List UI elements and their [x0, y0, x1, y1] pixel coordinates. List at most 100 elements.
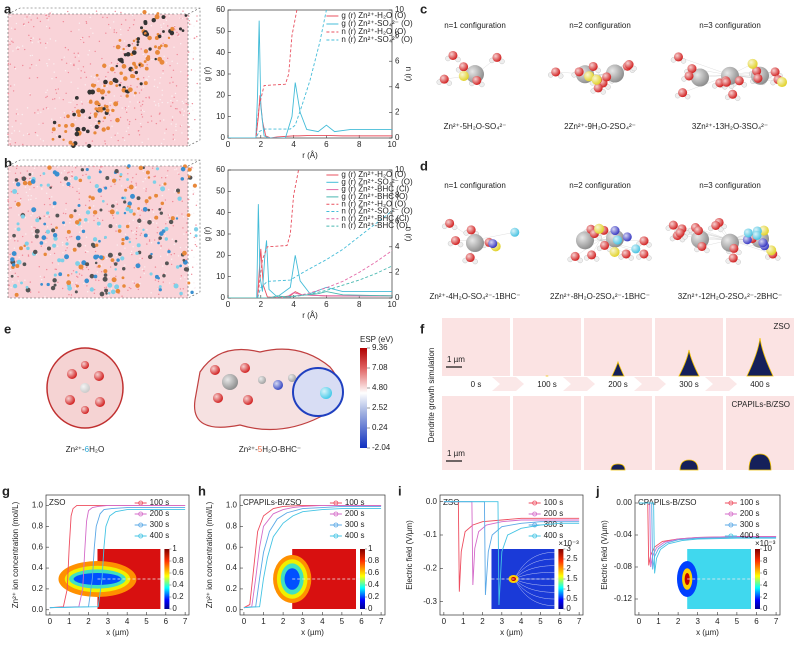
water [9, 141, 11, 144]
hydrogen [600, 89, 606, 95]
water [115, 254, 118, 257]
ion [154, 274, 159, 279]
colorbar [360, 348, 367, 448]
water [41, 187, 43, 190]
water [153, 239, 156, 241]
ion [179, 291, 183, 296]
legend-label: 300 s [345, 520, 365, 529]
water [111, 64, 113, 66]
water [18, 46, 20, 49]
y-tick-label: -0.04 [614, 530, 633, 539]
ion [182, 250, 187, 256]
water [171, 119, 174, 121]
water [159, 82, 161, 84]
water [185, 293, 187, 295]
water [137, 101, 139, 103]
ion [94, 261, 98, 265]
water [38, 266, 40, 268]
ion [57, 124, 61, 128]
y-tick-label: 0.0 [426, 497, 438, 506]
water [51, 78, 53, 80]
ion [150, 252, 153, 256]
ion [143, 49, 149, 54]
water [143, 110, 145, 113]
legend-marker [728, 500, 734, 506]
water [68, 294, 70, 296]
ion [175, 265, 180, 269]
legend-marker [138, 533, 144, 539]
water [142, 180, 144, 183]
legend-label: g (r) Zn²⁺-SO₄²⁻ (O) [341, 177, 413, 186]
water [169, 82, 171, 84]
water [148, 235, 150, 237]
config-formula: 2Zn²⁺-8H₂O-2SO₄²⁻-1BHC⁻ [550, 292, 650, 301]
ion [121, 238, 125, 242]
ion [132, 61, 136, 66]
bond [678, 56, 731, 76]
time-label: 400 s [750, 380, 770, 389]
shine [728, 89, 738, 99]
water [130, 64, 132, 66]
water [10, 38, 13, 40]
water [53, 71, 55, 73]
water [159, 255, 162, 258]
water [157, 288, 159, 290]
water [72, 270, 75, 272]
water [124, 247, 126, 249]
ion [97, 188, 103, 193]
x-tick-label: 3 [500, 617, 505, 626]
colorbar-scale: ×10⁻³ [558, 539, 579, 548]
water [31, 241, 33, 243]
water [194, 118, 196, 121]
ion [111, 178, 117, 183]
water [80, 101, 83, 103]
water [162, 70, 164, 72]
water [51, 131, 54, 134]
water [175, 123, 177, 125]
water [7, 261, 9, 263]
water [184, 276, 186, 278]
water [100, 166, 102, 168]
ion [97, 264, 101, 268]
ion [156, 33, 160, 36]
ion [94, 115, 97, 118]
water [70, 175, 73, 177]
water [46, 237, 48, 239]
water [181, 108, 183, 110]
water [24, 186, 27, 188]
water [70, 101, 72, 104]
water [193, 25, 195, 27]
water [186, 222, 188, 224]
water [7, 133, 9, 136]
water [54, 125, 57, 127]
legend-label: 200 s [345, 509, 365, 518]
chevron [705, 377, 737, 391]
shine [213, 393, 223, 403]
water [142, 100, 144, 102]
water [120, 95, 122, 97]
ion [128, 240, 132, 244]
ion [52, 120, 57, 125]
water [164, 199, 167, 201]
ion [68, 140, 73, 145]
water [150, 292, 152, 294]
water [24, 48, 26, 51]
water [161, 94, 163, 96]
ion [55, 213, 60, 218]
shine [711, 220, 721, 230]
water [7, 92, 10, 95]
x-axis-label: r (Å) [302, 311, 318, 320]
ion [135, 283, 140, 288]
water [182, 288, 184, 290]
ion [93, 131, 97, 135]
ion [12, 188, 18, 194]
water [91, 140, 94, 142]
water [101, 57, 103, 60]
water [114, 183, 116, 185]
water [185, 99, 187, 101]
water [45, 241, 47, 243]
ion [110, 258, 115, 263]
water [132, 23, 135, 26]
x-tick-label: 5 [144, 617, 149, 626]
